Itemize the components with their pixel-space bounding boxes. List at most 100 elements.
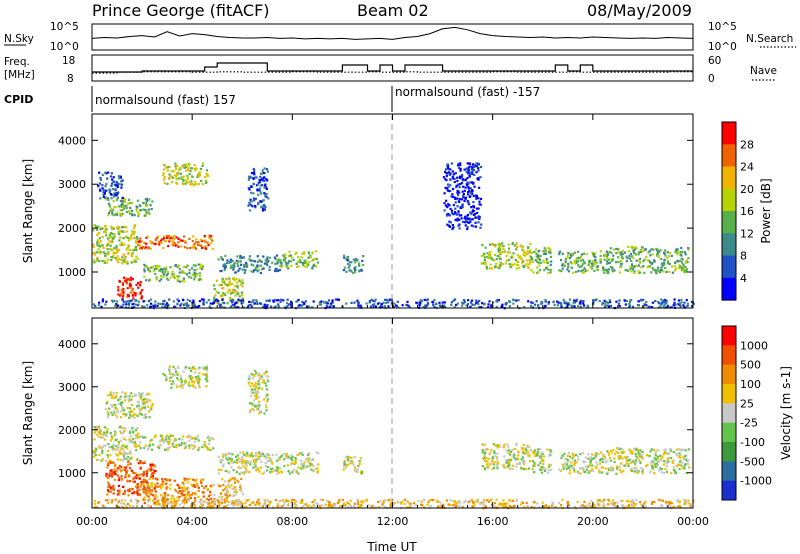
power-cell [223, 281, 226, 284]
velocity-cell [192, 478, 195, 481]
power-cell [374, 298, 377, 301]
velocity-cell [165, 488, 168, 491]
power-cell [264, 184, 267, 187]
velocity-cell [265, 393, 269, 396]
power-cell [120, 244, 123, 247]
velocity-cell [572, 466, 575, 469]
power-cell [154, 238, 158, 241]
velocity-cell [238, 460, 241, 463]
power-cell [235, 301, 238, 304]
power-cell [640, 266, 643, 269]
power-cell [148, 279, 151, 282]
power-cell [108, 236, 111, 239]
power-cell [188, 237, 191, 240]
velocity-cell [127, 460, 130, 463]
power-cell [372, 305, 375, 308]
power-cell [202, 300, 205, 303]
power-cell [517, 263, 520, 267]
velocity-cell [623, 464, 626, 467]
power-cell [102, 251, 105, 254]
velocity-cell [165, 438, 168, 441]
power-cell [684, 266, 687, 269]
velocity-cell [315, 467, 318, 470]
velocity-cell [539, 465, 542, 468]
velocity-cell [148, 445, 151, 448]
power-cell [458, 186, 461, 189]
power-cell [659, 249, 662, 252]
velocity-cell [654, 466, 657, 469]
velocity-cell [116, 444, 119, 447]
velocity-cell [250, 453, 253, 456]
power-cell [155, 265, 159, 268]
velocity-cell [252, 455, 255, 458]
velocity-cell [619, 455, 622, 458]
velocity-cell [142, 480, 145, 483]
power-cell [104, 255, 107, 258]
power-cell [174, 175, 178, 178]
power-cell [469, 219, 472, 222]
velocity-cell [193, 444, 196, 447]
velocity-cell [230, 466, 233, 469]
power-cell [163, 267, 166, 271]
power-cell [111, 208, 114, 211]
velocity-cell [231, 461, 234, 464]
velocity-cell [144, 416, 148, 419]
power-cell [472, 194, 475, 198]
velocity-cell [136, 405, 139, 408]
velocity-cell [122, 502, 125, 505]
velocity-cell [150, 484, 153, 487]
power-cell [220, 295, 223, 298]
velocity-cell [188, 439, 191, 442]
power-cell [122, 290, 125, 293]
power-cell [567, 270, 570, 273]
velocity-cell [230, 484, 233, 487]
velocity-cell [170, 383, 173, 386]
power-cell [494, 245, 497, 248]
power-cell [263, 172, 266, 175]
velocity-cell [669, 448, 672, 451]
velocity-cell [251, 501, 254, 504]
velocity-cell [685, 471, 688, 474]
velocity-cell [309, 462, 312, 465]
power-colorbar-swatch [722, 166, 736, 190]
velocity-cell [250, 452, 253, 455]
velocity-cell [237, 501, 240, 504]
velocity-cell [481, 443, 484, 446]
velocity-cell [209, 501, 212, 505]
power-cell [144, 214, 147, 217]
power-cell [160, 268, 163, 271]
velocity-cell [222, 465, 225, 468]
power-cell [360, 269, 363, 272]
velocity-cell [194, 493, 197, 496]
power-cell [253, 173, 256, 176]
velocity-cell [188, 477, 191, 481]
velocity-cell [173, 479, 176, 482]
velocity-cell [258, 400, 261, 403]
power-cell [112, 237, 115, 240]
velocity-cell [428, 499, 431, 502]
power-cell [531, 301, 534, 304]
power-cell [299, 259, 302, 262]
power-cell [134, 224, 137, 227]
power-cell [261, 184, 264, 187]
power-cell [537, 304, 540, 307]
power-cell [382, 301, 385, 304]
velocity-cell [522, 447, 525, 450]
power-cell [227, 283, 230, 286]
power-cell [256, 264, 259, 267]
power-cell [162, 235, 165, 238]
velocity-cell [135, 449, 138, 452]
power-cell [664, 254, 667, 257]
velocity-cell [127, 489, 130, 492]
power-cell [352, 271, 355, 275]
power-cell [560, 301, 563, 304]
power-cell [172, 170, 175, 173]
power-cell [494, 265, 497, 268]
velocity-cell [218, 496, 221, 499]
power-cell [265, 186, 268, 189]
velocity-cell [187, 375, 190, 378]
velocity-cell [594, 465, 597, 468]
power-cell [192, 235, 195, 238]
velocity-cell [310, 506, 313, 509]
power-cell [570, 255, 573, 258]
